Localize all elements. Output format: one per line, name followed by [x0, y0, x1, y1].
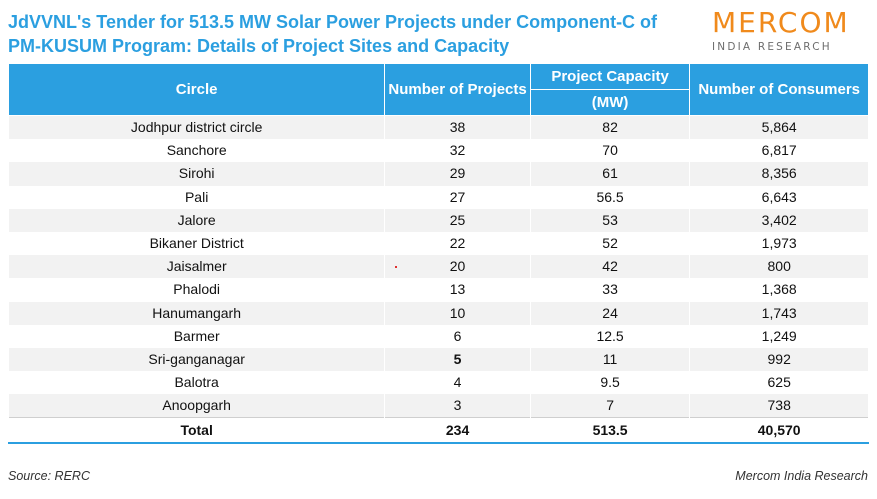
header-number-of-projects: Number of Projects [384, 63, 531, 116]
cell-capacity: 11 [529, 347, 691, 372]
cell-capacity: 42 [529, 255, 691, 279]
cell-consumers: 3,402 [689, 208, 869, 232]
header-capacity-unit: (MW) [529, 89, 691, 116]
cell-consumers: 5,864 [689, 115, 869, 140]
cell-circle: Pali [7, 185, 386, 209]
cell-projects: 13 [384, 278, 531, 302]
cell-capacity: 61 [529, 162, 691, 186]
cell-projects: 25 [384, 208, 531, 232]
cell-projects: 4 [384, 371, 531, 395]
header-circle: Circle [7, 63, 386, 116]
cell-consumers: 625 [689, 371, 869, 395]
table-row: Hanumangarh 10 24 1,743 [7, 301, 869, 325]
cell-capacity: 52 [529, 231, 691, 256]
logo-tagline: INDIA RESEARCH [712, 41, 832, 53]
cell-consumers: 1,368 [689, 278, 869, 302]
page-title: JdVVNL's Tender for 513.5 MW Solar Power… [8, 12, 658, 56]
cell-consumers: 992 [689, 347, 869, 372]
total-projects: 234 [384, 417, 531, 444]
project-sites-table: Circle Number of Projects Project Capaci… [7, 63, 869, 444]
cell-circle: Phalodi [7, 278, 386, 302]
mercom-logo: MERCOM INDIA RESEARCH [712, 8, 862, 54]
table-row: Jodhpur district circle 38 82 5,864 [7, 115, 869, 140]
total-consumers: 40,570 [689, 417, 869, 444]
cell-capacity: 53 [529, 208, 691, 232]
cell-circle: Jalore [7, 208, 386, 232]
total-circle: Total [7, 417, 386, 444]
cell-circle: Barmer [7, 324, 386, 348]
cell-capacity: 7 [529, 394, 691, 418]
cell-consumers: 6,643 [689, 185, 869, 209]
cell-capacity: 24 [529, 301, 691, 325]
cell-consumers: 6,817 [689, 139, 869, 163]
table-row: Pali 27 56.5 6,643 [7, 185, 869, 209]
cell-projects: 27 [384, 185, 531, 209]
cell-circle: Jaisalmer [7, 255, 386, 279]
table-row: Balotra 4 9.5 625 [7, 371, 869, 395]
table-row: Sirohi 29 61 8,356 [7, 162, 869, 186]
credit-note: Mercom India Research [735, 469, 868, 483]
table-row: Anoopgarh 3 7 738 [7, 394, 869, 418]
table-row: Sri-ganganagar 5 11 992 [7, 347, 869, 372]
cell-capacity: 9.5 [529, 371, 691, 395]
cell-circle: Hanumangarh [7, 301, 386, 325]
cell-projects: 20 [384, 255, 531, 279]
table-row: Jalore 25 53 3,402 [7, 208, 869, 232]
cell-capacity: 33 [529, 278, 691, 302]
table-row: Phalodi 13 33 1,368 [7, 278, 869, 302]
cell-projects: 5 [384, 347, 531, 372]
cell-consumers: 800 [689, 255, 869, 279]
table-row: Bikaner District 22 52 1,973 [7, 231, 869, 256]
logo-wordmark: MERCOM [712, 6, 850, 39]
header-number-of-consumers: Number of Consumers [689, 63, 869, 116]
cell-projects: 29 [384, 162, 531, 186]
cell-capacity: 12.5 [529, 324, 691, 348]
cell-capacity: 70 [529, 139, 691, 163]
cell-circle: Balotra [7, 371, 386, 395]
total-capacity: 513.5 [529, 417, 691, 444]
cell-consumers: 738 [689, 394, 869, 418]
cell-circle: Sanchore [7, 139, 386, 163]
cell-consumers: 8,356 [689, 162, 869, 186]
cell-consumers: 1,973 [689, 231, 869, 256]
table-row: Jaisalmer 20 42 800 [7, 255, 869, 279]
stray-red-dot [395, 266, 397, 268]
cell-consumers: 1,249 [689, 324, 869, 348]
header-project-capacity: Project Capacity [529, 63, 691, 90]
cell-capacity: 56.5 [529, 185, 691, 209]
cell-projects: 10 [384, 301, 531, 325]
total-row: Total 234 513.5 40,570 [7, 417, 869, 444]
cell-consumers: 1,743 [689, 301, 869, 325]
cell-circle: Sri-ganganagar [7, 347, 386, 372]
table-row: Barmer 6 12.5 1,249 [7, 324, 869, 348]
table-body: Jodhpur district circle 38 82 5,864 Sanchore… [7, 115, 869, 444]
cell-circle: Sirohi [7, 162, 386, 186]
table-row: Sanchore 32 70 6,817 [7, 139, 869, 163]
cell-projects: 3 [384, 394, 531, 418]
source-note: Source: RERC [8, 469, 90, 483]
cell-circle: Anoopgarh [7, 394, 386, 418]
cell-circle: Bikaner District [7, 231, 386, 256]
cell-projects: 6 [384, 324, 531, 348]
cell-capacity: 82 [529, 115, 691, 140]
cell-circle: Jodhpur district circle [7, 115, 386, 140]
cell-projects: 32 [384, 139, 531, 163]
cell-projects: 22 [384, 231, 531, 256]
cell-projects: 38 [384, 115, 531, 140]
